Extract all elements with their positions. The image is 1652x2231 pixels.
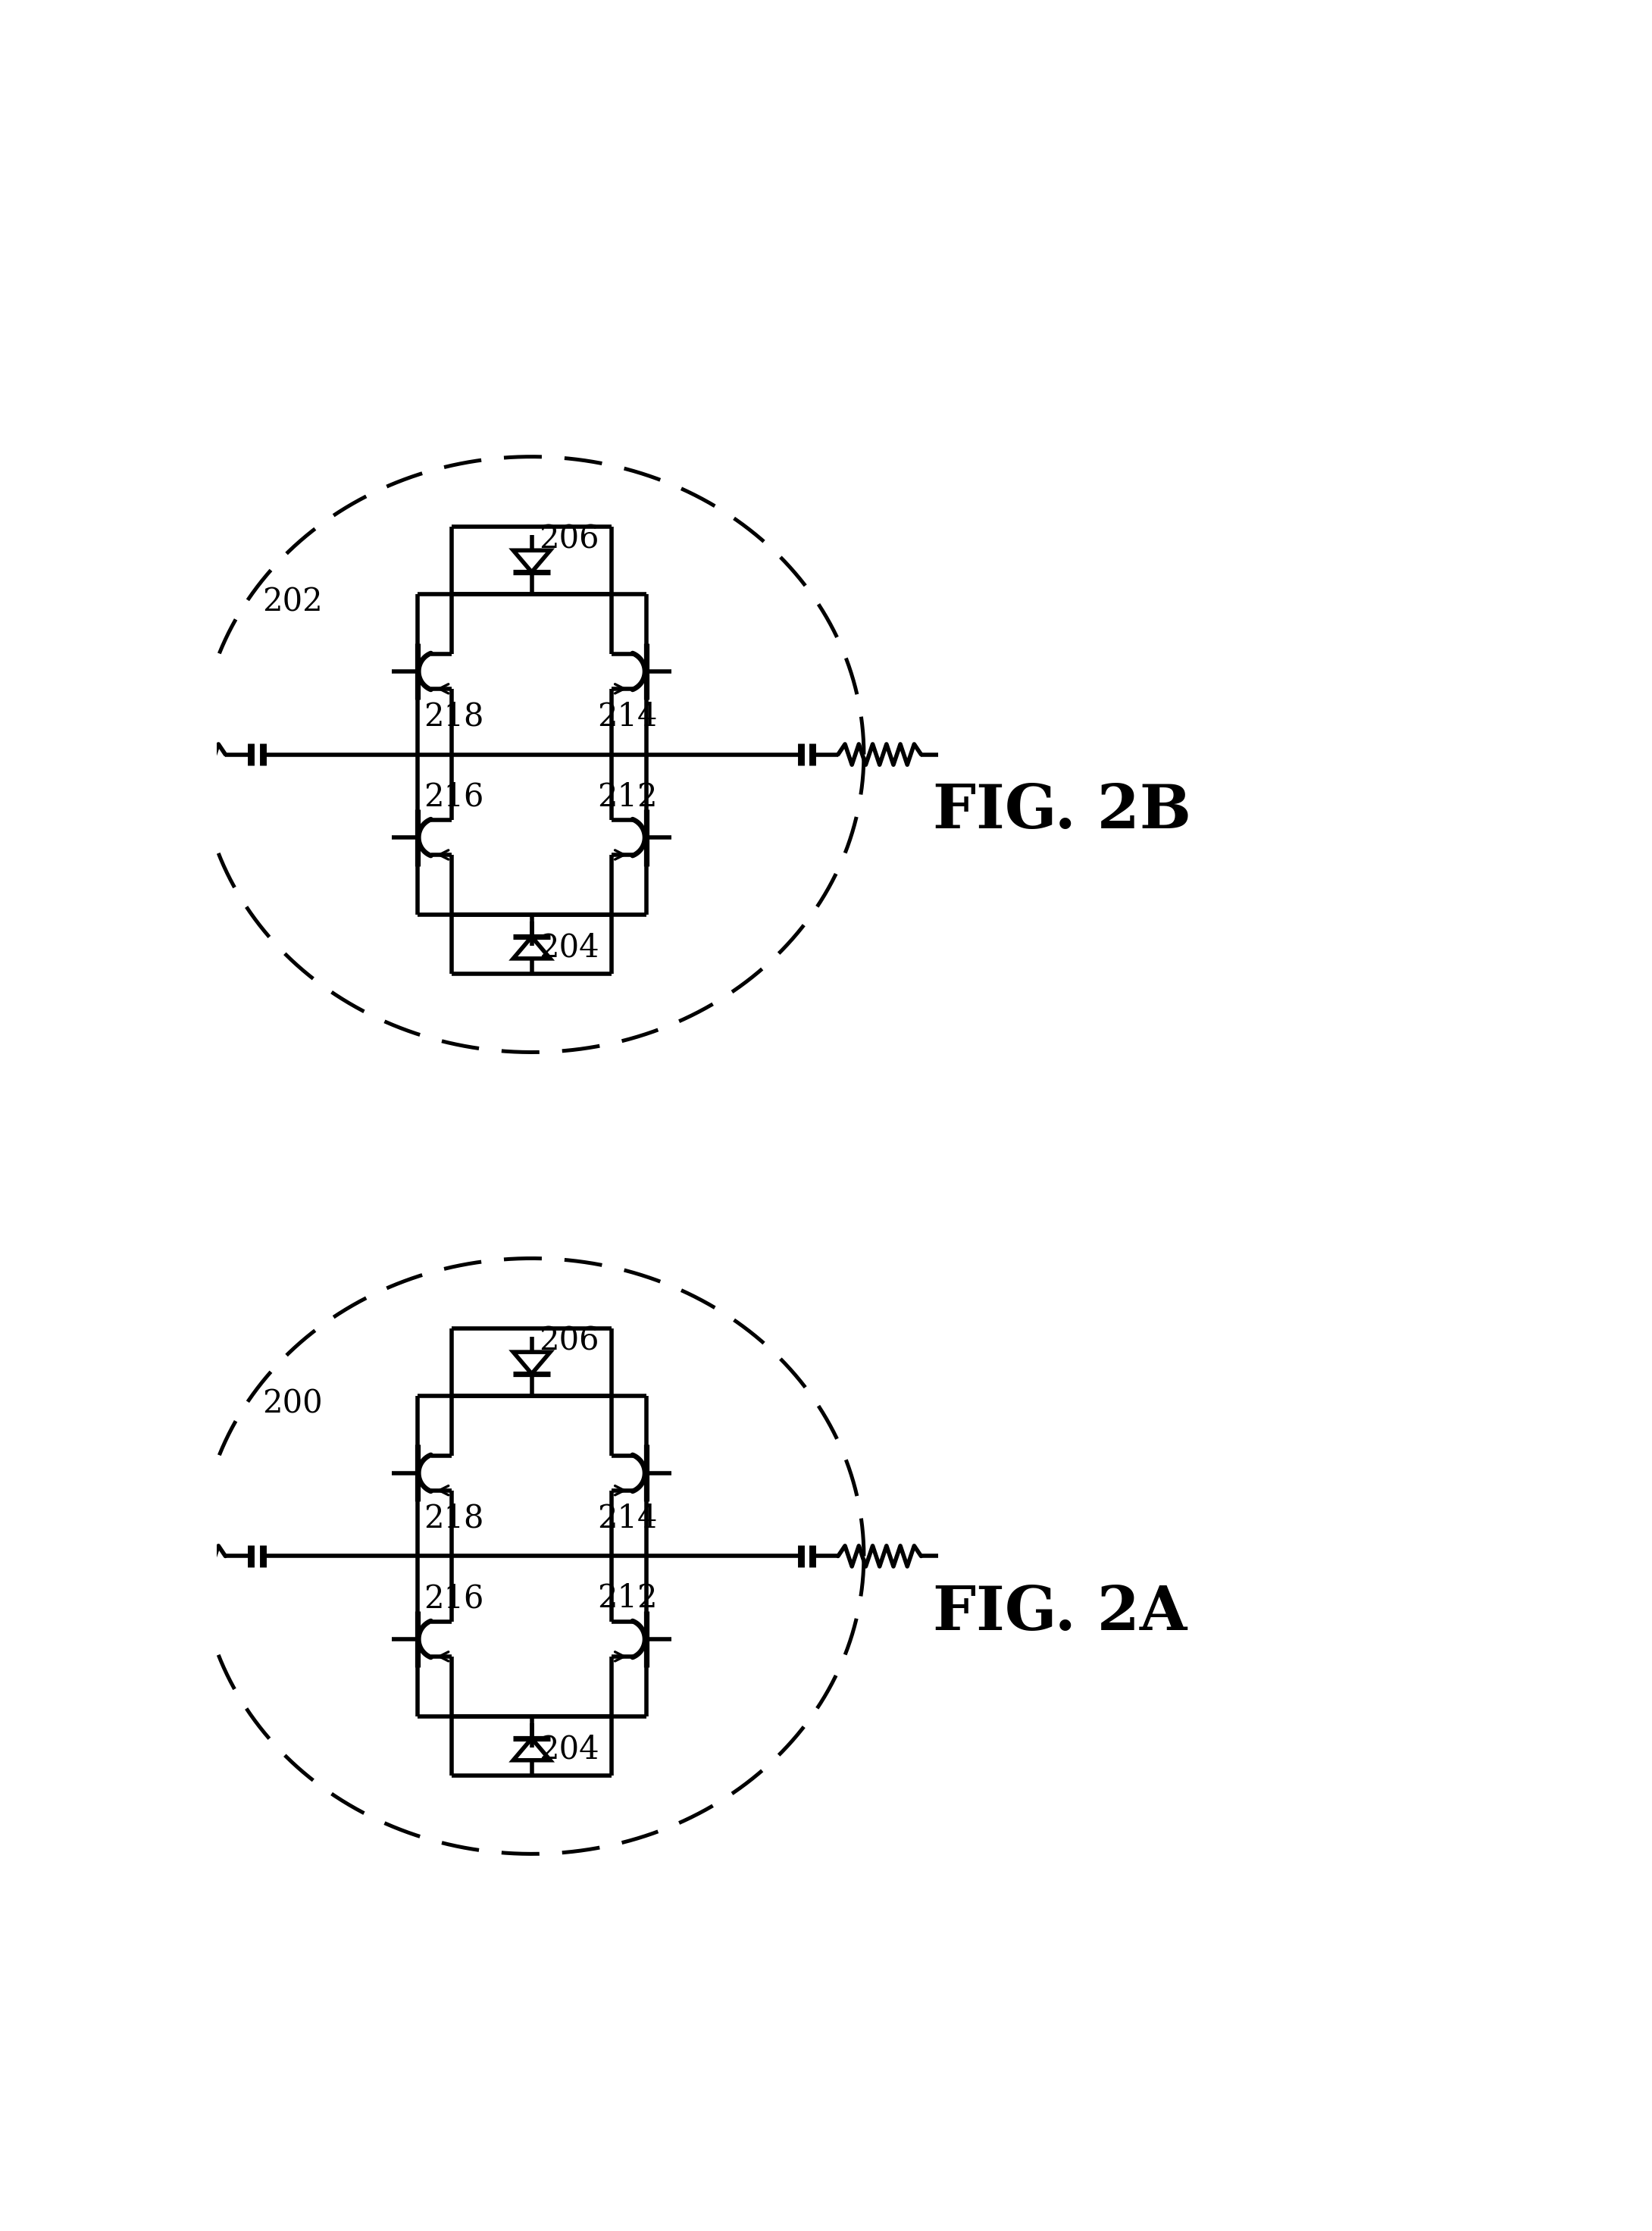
Text: 218: 218	[425, 1501, 484, 1535]
Text: 212: 212	[598, 1582, 657, 1615]
Text: 206: 206	[539, 1325, 598, 1356]
Text: FIG. 2A: FIG. 2A	[932, 1584, 1186, 1642]
Text: FIG. 2B: FIG. 2B	[932, 783, 1191, 841]
Text: 200: 200	[263, 1388, 322, 1419]
Text: 216: 216	[425, 781, 484, 812]
Text: 204: 204	[539, 933, 600, 964]
Text: 216: 216	[425, 1582, 484, 1615]
Text: 214: 214	[598, 701, 657, 732]
Text: 218: 218	[425, 701, 484, 732]
Text: 204: 204	[539, 1733, 600, 1765]
Text: 214: 214	[598, 1501, 657, 1535]
Text: 206: 206	[539, 524, 598, 556]
Text: 212: 212	[598, 781, 657, 812]
Text: 202: 202	[263, 587, 324, 618]
